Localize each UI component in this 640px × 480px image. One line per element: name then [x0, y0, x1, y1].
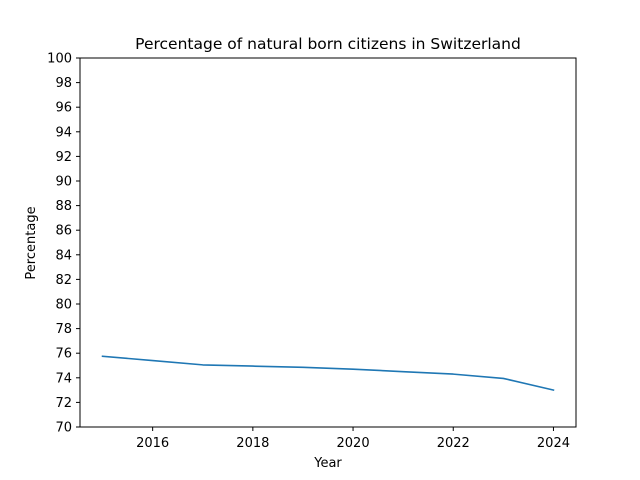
x-axis-ticks: 2016 2018 2020 2022 2024: [136, 427, 570, 451]
x-tick-label: 2018: [236, 436, 269, 451]
x-axis-label: Year: [313, 456, 342, 471]
y-tick-label: 100: [47, 52, 72, 67]
y-axis-label: Percentage: [24, 206, 39, 279]
y-tick-label: 80: [55, 298, 72, 313]
x-tick-label: 2016: [136, 436, 169, 451]
x-tick-label: 2024: [537, 436, 570, 451]
y-tick-label: 72: [55, 396, 72, 411]
plot-area-frame: [79, 57, 577, 428]
y-tick-label: 88: [55, 199, 72, 214]
y-tick-label: 92: [55, 150, 72, 165]
y-tick-label: 76: [55, 347, 72, 362]
y-tick-label: 90: [55, 175, 72, 190]
y-tick-label: 96: [55, 101, 72, 116]
y-tick-label: 84: [55, 248, 72, 263]
plot-lines: [101, 355, 555, 392]
y-tick-label: 94: [55, 125, 72, 140]
chart-title: Percentage of natural born citizens in S…: [135, 35, 521, 53]
y-tick-label: 86: [55, 224, 72, 239]
x-tick-label: 2022: [437, 436, 470, 451]
y-tick-label: 82: [55, 273, 72, 288]
x-tick-label: 2020: [337, 436, 370, 451]
y-tick-label: 70: [55, 421, 72, 436]
series-line: [101, 355, 555, 392]
y-tick-label: 74: [55, 371, 72, 386]
y-tick-label: 98: [55, 76, 72, 91]
y-tick-label: 78: [55, 322, 72, 337]
y-axis-ticks: 70 72 74 76 78 80 82 84 86 88 90 92 94 96 98 100: [47, 52, 80, 436]
